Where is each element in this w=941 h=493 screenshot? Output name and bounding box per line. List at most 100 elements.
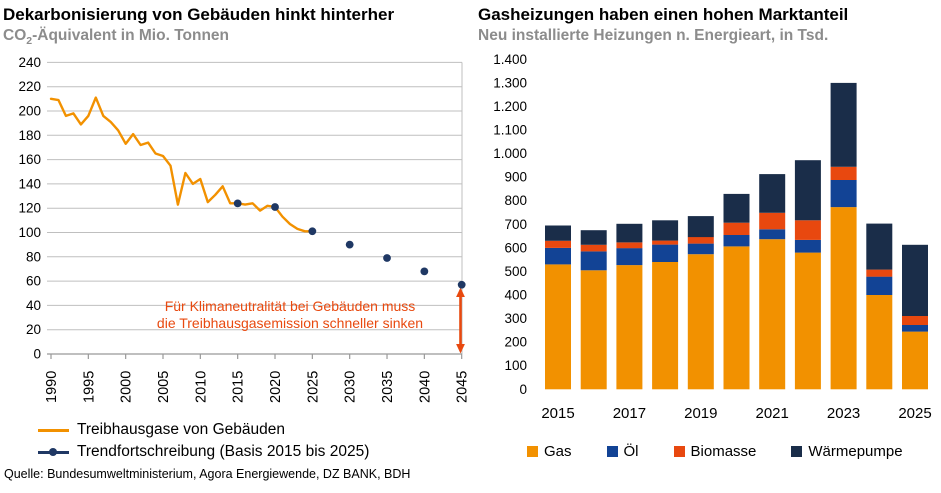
oel-swatch — [606, 446, 618, 457]
annotation-line-2: die Treibhausgasemission schneller sinke… — [157, 315, 423, 331]
y-tick-label: 1.400 — [493, 52, 527, 67]
subtitle-rest: -Äquivalent in Mio. Tonnen — [32, 27, 230, 44]
x-tick-label: 2025 — [305, 371, 321, 403]
x-tick-label: 2030 — [343, 371, 359, 403]
legend-item-gas: Gas — [527, 443, 572, 460]
bar-segment-gas — [759, 239, 786, 390]
trend-dot — [308, 227, 317, 236]
y-tick-label: 800 — [504, 193, 527, 208]
x-tick-label: 2015 — [231, 371, 247, 403]
x-tick-label: 2015 — [541, 405, 574, 422]
bar-segment-gas — [902, 331, 928, 390]
y-tick-label: 100 — [504, 358, 527, 373]
bar-segment-oel — [759, 229, 786, 240]
bar-segment-waermepumpe — [723, 193, 750, 223]
bar-segment-oel — [545, 247, 571, 265]
legend-item-treibhausgase: Treibhausgase von Gebäuden — [38, 419, 369, 441]
x-tick-label: 2040 — [417, 371, 433, 403]
bar-segment-biomasse — [902, 316, 928, 325]
x-tick-label: 1995 — [81, 371, 97, 403]
left-chart-title: Dekarbonisierung von Gebäuden hinkt hint… — [3, 5, 395, 24]
left-chart-legend: Treibhausgase von Gebäuden Trendfortschr… — [38, 419, 369, 463]
navy-line-dot-marker — [38, 448, 69, 456]
bar-segment-biomasse — [866, 269, 893, 277]
x-tick-label: 2010 — [193, 371, 209, 403]
legend-label-gas: Gas — [544, 443, 572, 460]
bar-segment-oel — [830, 180, 857, 208]
bar-segment-oel — [866, 276, 893, 295]
emissions-chart-panel: Dekarbonisierung von Gebäuden hinkt hint… — [0, 0, 471, 470]
y-tick-label: 0 — [519, 382, 527, 397]
y-tick-label: 600 — [504, 240, 527, 255]
x-tick-label: 2000 — [119, 371, 135, 403]
legend-label-waermepumpe: Wärmepumpe — [808, 443, 903, 460]
y-tick-label: 80 — [26, 249, 41, 264]
bar-segment-gas — [866, 295, 893, 390]
source-note: Quelle: Bundesumweltministerium, Agora E… — [4, 467, 411, 481]
bar-segment-oel — [652, 244, 679, 262]
bar-segment-gas — [687, 254, 714, 390]
subtitle-subscript-2: 2 — [26, 35, 33, 48]
trend-dot — [457, 280, 466, 289]
bar-segment-biomasse — [687, 237, 714, 244]
bar-segment-gas — [652, 262, 679, 390]
bar-segment-waermepumpe — [652, 220, 679, 241]
right-chart-title: Gasheizungen haben einen hohen Marktante… — [478, 5, 849, 24]
waermepumpe-swatch — [791, 446, 803, 457]
y-tick-label: 1.300 — [493, 75, 527, 90]
legend-label-treibhausgase: Treibhausgase von Gebäuden — [77, 421, 285, 438]
bar-segment-oel — [687, 243, 714, 255]
legend-item-trendfortschreibung: Trendfortschreibung (Basis 2015 bis 2025… — [38, 441, 369, 463]
navy-dot-marker — [49, 448, 57, 456]
bar-segment-waermepumpe — [794, 160, 821, 221]
bar-segment-biomasse — [652, 240, 679, 245]
y-tick-label: 180 — [18, 128, 41, 143]
y-tick-label: 60 — [26, 274, 41, 289]
y-tick-label: 100 — [18, 225, 41, 240]
y-tick-label: 200 — [504, 335, 527, 350]
y-tick-label: 1.100 — [493, 123, 527, 138]
y-tick-label: 900 — [504, 170, 527, 185]
legend-item-oel: Öl — [606, 443, 639, 460]
right-chart-legend: Gas Öl Biomasse Wärmepumpe — [527, 443, 903, 460]
bar-segment-gas — [794, 252, 821, 390]
x-tick-label: 2025 — [898, 405, 931, 422]
heating-stacked-bar-chart: 0 100 200 300 400 500 600 700 800 900 1.000 1.100 1.… — [493, 52, 931, 422]
reduction-arrow-head-down — [456, 344, 465, 354]
y-tick-label: 700 — [504, 217, 527, 232]
x-tick-label: 2023 — [827, 405, 860, 422]
y-tick-label: 140 — [18, 176, 41, 191]
bar-segment-waermepumpe — [759, 174, 786, 213]
bar-segment-waermepumpe — [616, 223, 643, 243]
trend-dot — [233, 199, 242, 208]
bar-segment-waermepumpe — [545, 225, 571, 241]
y-tick-label: 400 — [504, 288, 527, 303]
y-tick-label: 160 — [18, 152, 41, 167]
x-tick-label: 1990 — [44, 371, 60, 403]
bar-segment-biomasse — [830, 166, 857, 180]
y-tick-label: 120 — [18, 201, 41, 216]
y-tick-label: 300 — [504, 311, 527, 326]
bar-segment-oel — [794, 239, 821, 253]
legend-item-biomasse: Biomasse — [673, 443, 756, 460]
legend-label-trendfortschreibung: Trendfortschreibung (Basis 2015 bis 2025… — [77, 443, 370, 460]
y-tick-label: 1.000 — [493, 146, 527, 161]
y-tick-label: 200 — [18, 104, 41, 119]
y-tick-label: 20 — [26, 322, 41, 337]
x-tick-label: 2021 — [756, 405, 789, 422]
y-tick-label: 0 — [33, 347, 41, 362]
bar-segment-biomasse — [794, 220, 821, 240]
bar-segment-oel — [723, 234, 750, 247]
trend-dot — [383, 254, 391, 262]
heating-chart-panel: Gasheizungen haben einen hohen Marktante… — [470, 0, 941, 470]
bar-segment-gas — [580, 270, 607, 390]
bar-segment-biomasse — [580, 244, 607, 252]
biomasse-swatch — [673, 446, 685, 457]
y-tick-label: 1.200 — [493, 99, 527, 114]
bar-segment-biomasse — [545, 240, 571, 248]
x-tick-label: 2035 — [380, 371, 396, 403]
legend-item-waermepumpe: Wärmepumpe — [791, 443, 903, 460]
gas-swatch — [527, 446, 538, 457]
